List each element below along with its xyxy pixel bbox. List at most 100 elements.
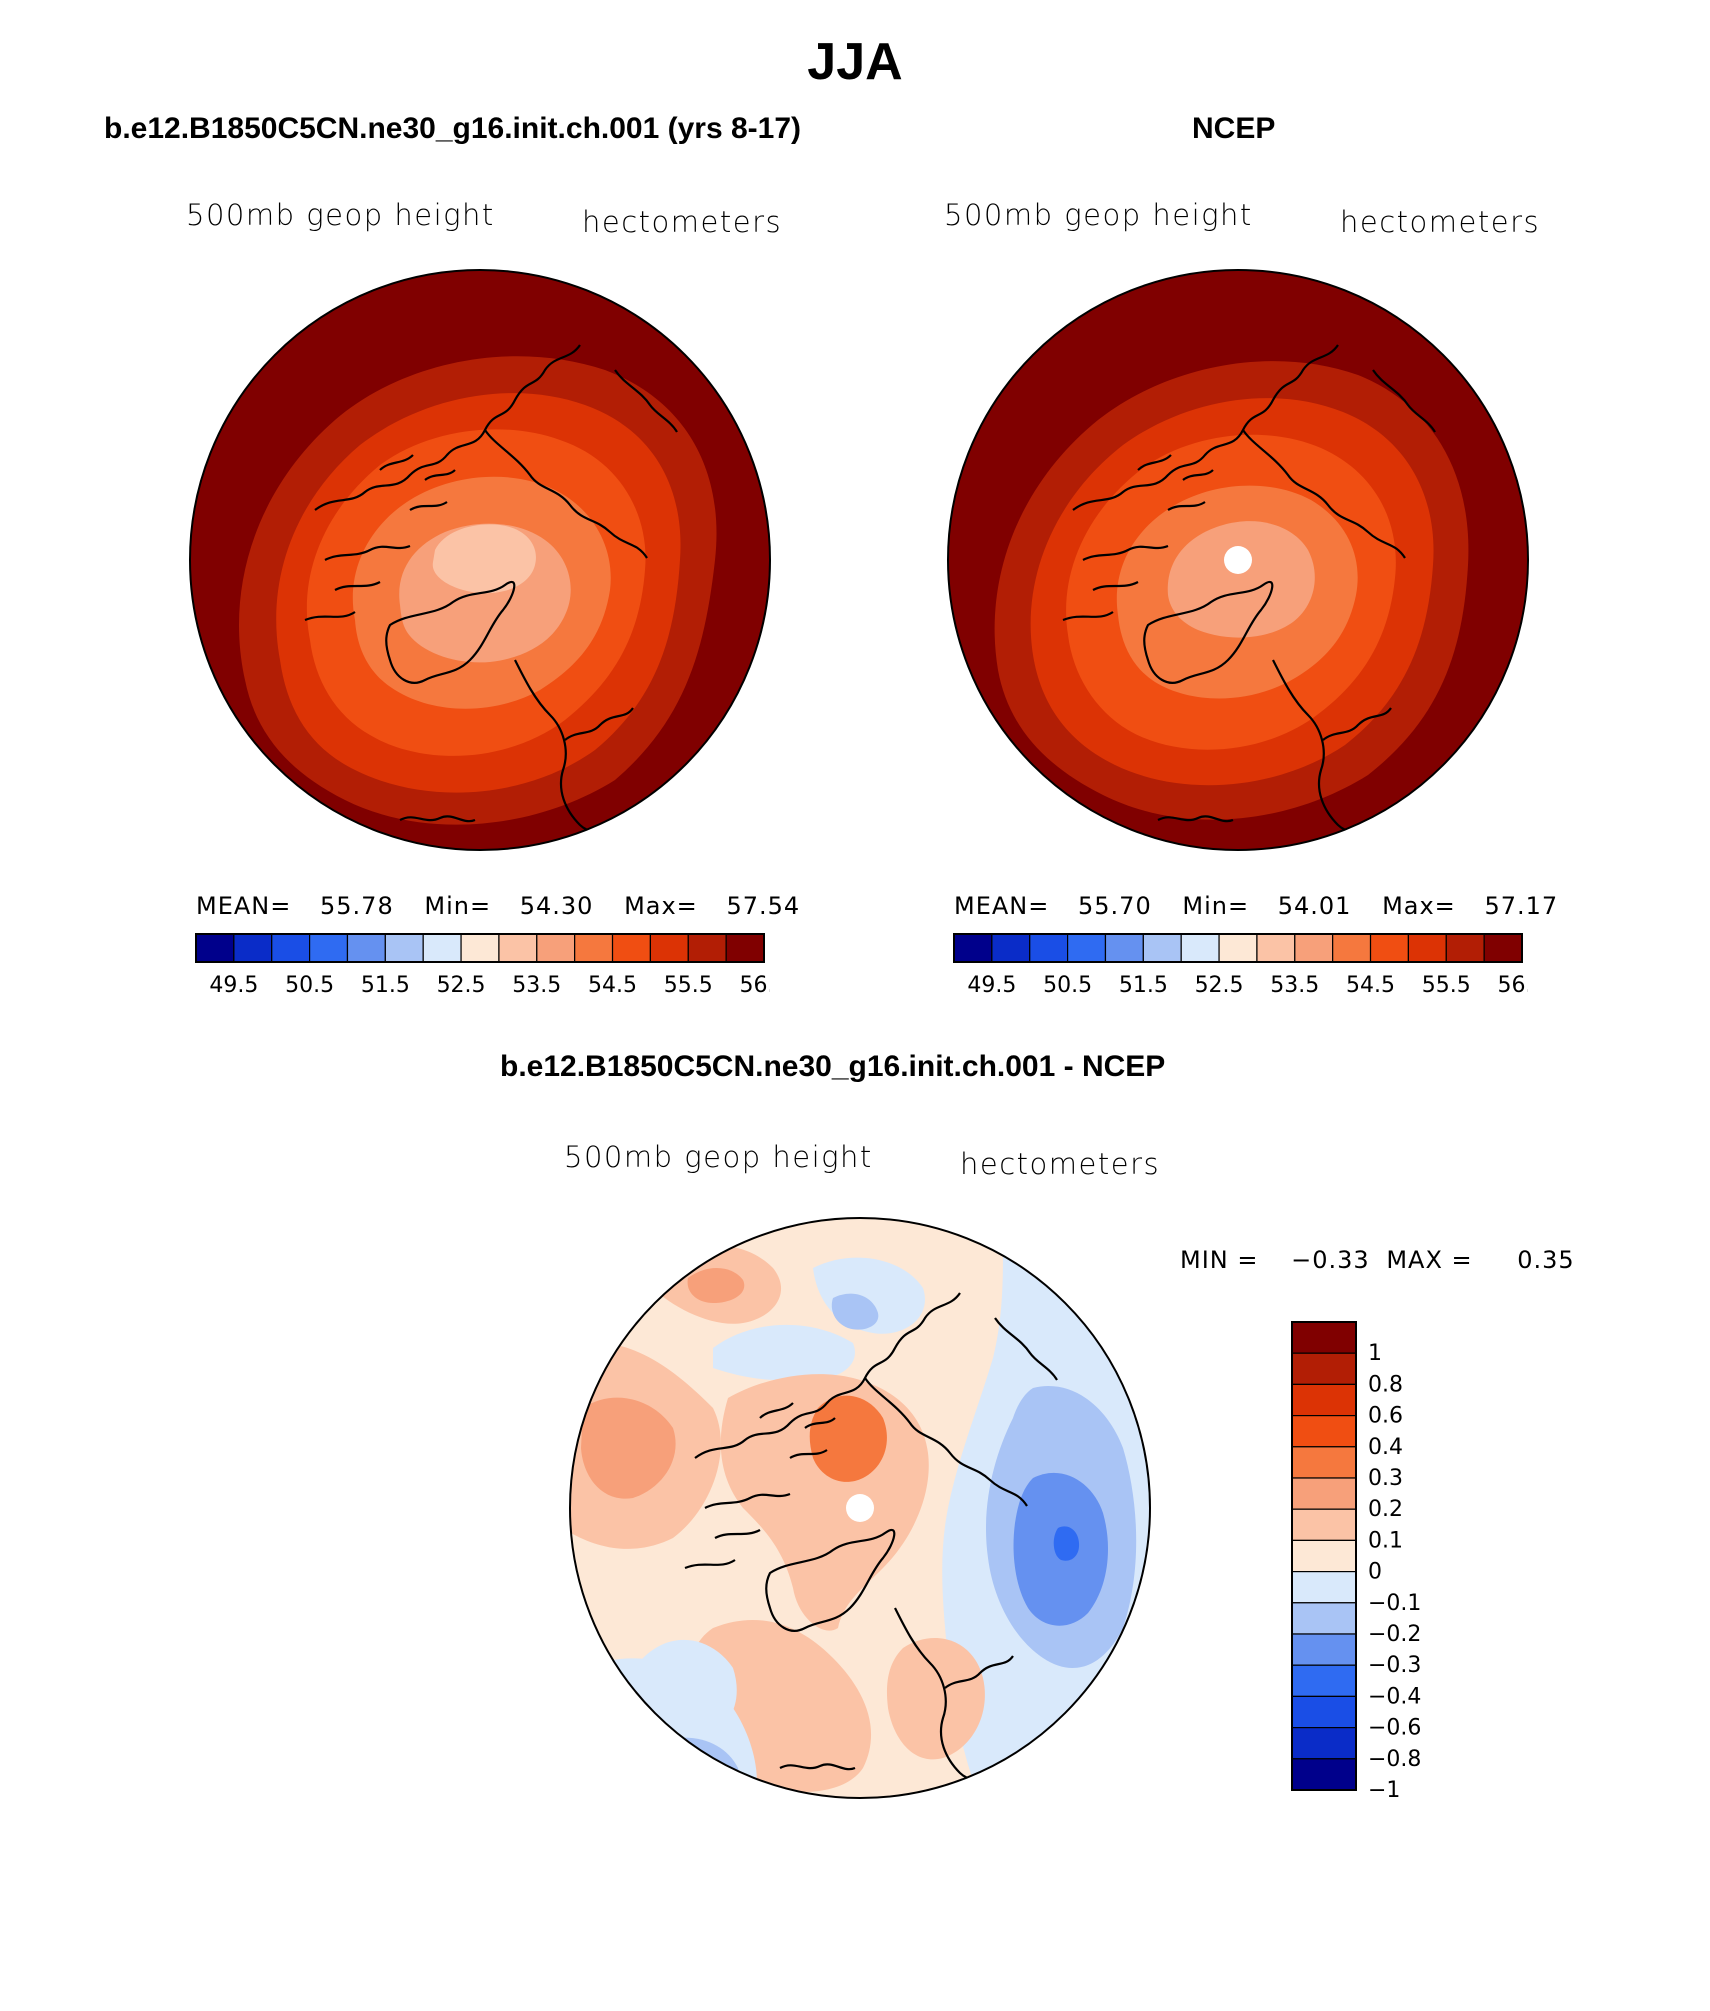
colorbar-tick-label: 0.8 [1368,1372,1403,1397]
model-units-label: hectometers [582,205,783,239]
model-colorbar: 49.5 50.5 51.5 52.5 53.5 54.5 55.5 56.5 [195,933,770,998]
colorbar-tick-label: 51.5 [1119,973,1168,998]
colorbar-tick-label: 0.4 [1368,1435,1403,1460]
colorbar-swatch [953,933,993,963]
diff-variable-label: 500mb geop height [564,1140,873,1174]
max-label: Max= [1382,892,1456,920]
model-variable-label: 500mb geop height [186,198,495,232]
colorbar-swatch [1029,933,1069,963]
colorbar-tick-label: 54.5 [588,973,637,998]
colorbar-swatch [346,933,386,963]
max-value: 0.35 [1517,1246,1575,1274]
colorbar-tick-label: 50.5 [1043,973,1092,998]
colorbar-swatch [1291,1664,1357,1698]
min-value: 54.01 [1277,892,1352,920]
colorbar-swatch [1291,1571,1357,1604]
colorbar-frame [195,933,765,963]
model-panel-title: b.e12.B1850C5CN.ne30_g16.init.ch.001 (yr… [104,112,802,145]
colorbar-swatch [1142,933,1182,963]
obs-polar-map [947,269,1529,851]
colorbar-tick-label: −0.1 [1368,1591,1421,1616]
colorbar-tick-label: 52.5 [1195,973,1244,998]
colorbar-swatch [1291,1414,1357,1448]
min-value: 54.30 [519,892,594,920]
colorbar-tick-label: −1 [1368,1778,1400,1800]
colorbar-tick-label: 56.5 [1498,973,1528,998]
model-stats: MEAN= 55.78 Min= 54.30 Max= 57.54 [196,892,800,920]
max-value: 57.17 [1484,892,1559,920]
mean-label: MEAN= [954,892,1050,920]
colorbar-swatch [1483,933,1523,963]
colorbar-tick-label: 50.5 [285,973,334,998]
colorbar-tick-label: 49.5 [967,973,1016,998]
colorbar-frame [953,933,1523,963]
colorbar-swatch [1291,1446,1357,1479]
max-value: 57.54 [726,892,801,920]
colorbar-swatch [1294,933,1334,963]
colorbar-swatch [1291,1602,1357,1635]
mean-value: 55.70 [1078,892,1152,920]
colorbar-tick-label: 53.5 [512,973,561,998]
colorbar-swatch [649,933,689,963]
colorbar-tick-label: −0.8 [1368,1747,1421,1772]
colorbar-swatch [687,933,727,963]
colorbar-swatch [1291,1383,1357,1417]
diff-units-label: hectometers [960,1147,1161,1181]
colorbar-swatch [195,933,235,963]
diff-colorbar: 1 0.8 0.6 0.4 0.3 0.2 0.1 0 −0.1 −0.2 −0.3 −0.4 −0.6… [1291,1321,1421,1800]
colorbar-swatch [1291,1539,1357,1573]
colorbar-swatch [574,933,614,963]
colorbar-swatch [536,933,576,963]
colorbar-swatch [233,933,273,963]
min-label: Min= [424,892,492,920]
diff-polar-map [569,1217,1151,1799]
obs-colorbar: 49.5 50.5 51.5 52.5 53.5 54.5 55.5 56.5 [953,933,1528,998]
obs-panel-title: NCEP [1192,112,1276,145]
colorbar-swatch [1407,933,1447,963]
colorbar-swatch [1291,1321,1357,1354]
diff-stats: MIN = −0.33 MAX = 0.35 [1180,1246,1575,1274]
colorbar-swatch [422,933,462,963]
colorbar-swatch [384,933,424,963]
colorbar-tick-label: −0.4 [1368,1684,1421,1709]
min-label: Min= [1182,892,1250,920]
colorbar-swatch [1256,933,1296,963]
colorbar-tick-label: 55.5 [1422,973,1471,998]
colorbar-tick-label: 1 [1368,1341,1382,1366]
mean-value: 55.78 [320,892,394,920]
colorbar-swatch [1369,933,1409,963]
colorbar-swatch [1291,1695,1357,1729]
colorbar-tick-label: 53.5 [1270,973,1319,998]
colorbar-swatch [1291,1352,1357,1386]
colorbar-tick-label: 49.5 [209,973,258,998]
colorbar-tick-label: 52.5 [437,973,486,998]
colorbar-swatch [1291,1508,1357,1541]
obs-units-label: hectometers [1340,205,1541,239]
colorbar-tick-label: 0 [1368,1560,1382,1585]
colorbar-tick-label: 54.5 [1346,973,1395,998]
max-label: Max= [624,892,698,920]
colorbar-swatch [1104,933,1144,963]
colorbar-tick-label: 0.2 [1368,1497,1403,1522]
min-value: −0.33 [1291,1246,1370,1274]
colorbar-swatch [460,933,500,963]
colorbar-tick-label: 51.5 [361,973,410,998]
obs-stats: MEAN= 55.70 Min= 54.01 Max= 57.17 [954,892,1558,920]
max-label: MAX = [1386,1246,1473,1274]
colorbar-swatch [1291,1633,1357,1666]
colorbar-swatch [308,933,349,963]
colorbar-swatch [1291,1758,1357,1791]
colorbar-tick-label: 55.5 [664,973,713,998]
colorbar-swatch [1291,1477,1357,1510]
colorbar-swatch [498,933,538,963]
colorbar-swatch [1445,933,1485,963]
figure-title: JJA [807,33,903,91]
colorbar-tick-label: 0.3 [1368,1466,1403,1491]
colorbar-tick-label: −0.3 [1368,1653,1421,1678]
diff-panel-title: b.e12.B1850C5CN.ne30_g16.init.ch.001 - N… [500,1050,1166,1083]
mean-label: MEAN= [196,892,292,920]
colorbar-swatch [271,933,311,963]
colorbar-tick-label: 0.6 [1368,1404,1403,1429]
colorbar-swatch [725,933,765,963]
colorbar-swatch [1218,933,1258,963]
